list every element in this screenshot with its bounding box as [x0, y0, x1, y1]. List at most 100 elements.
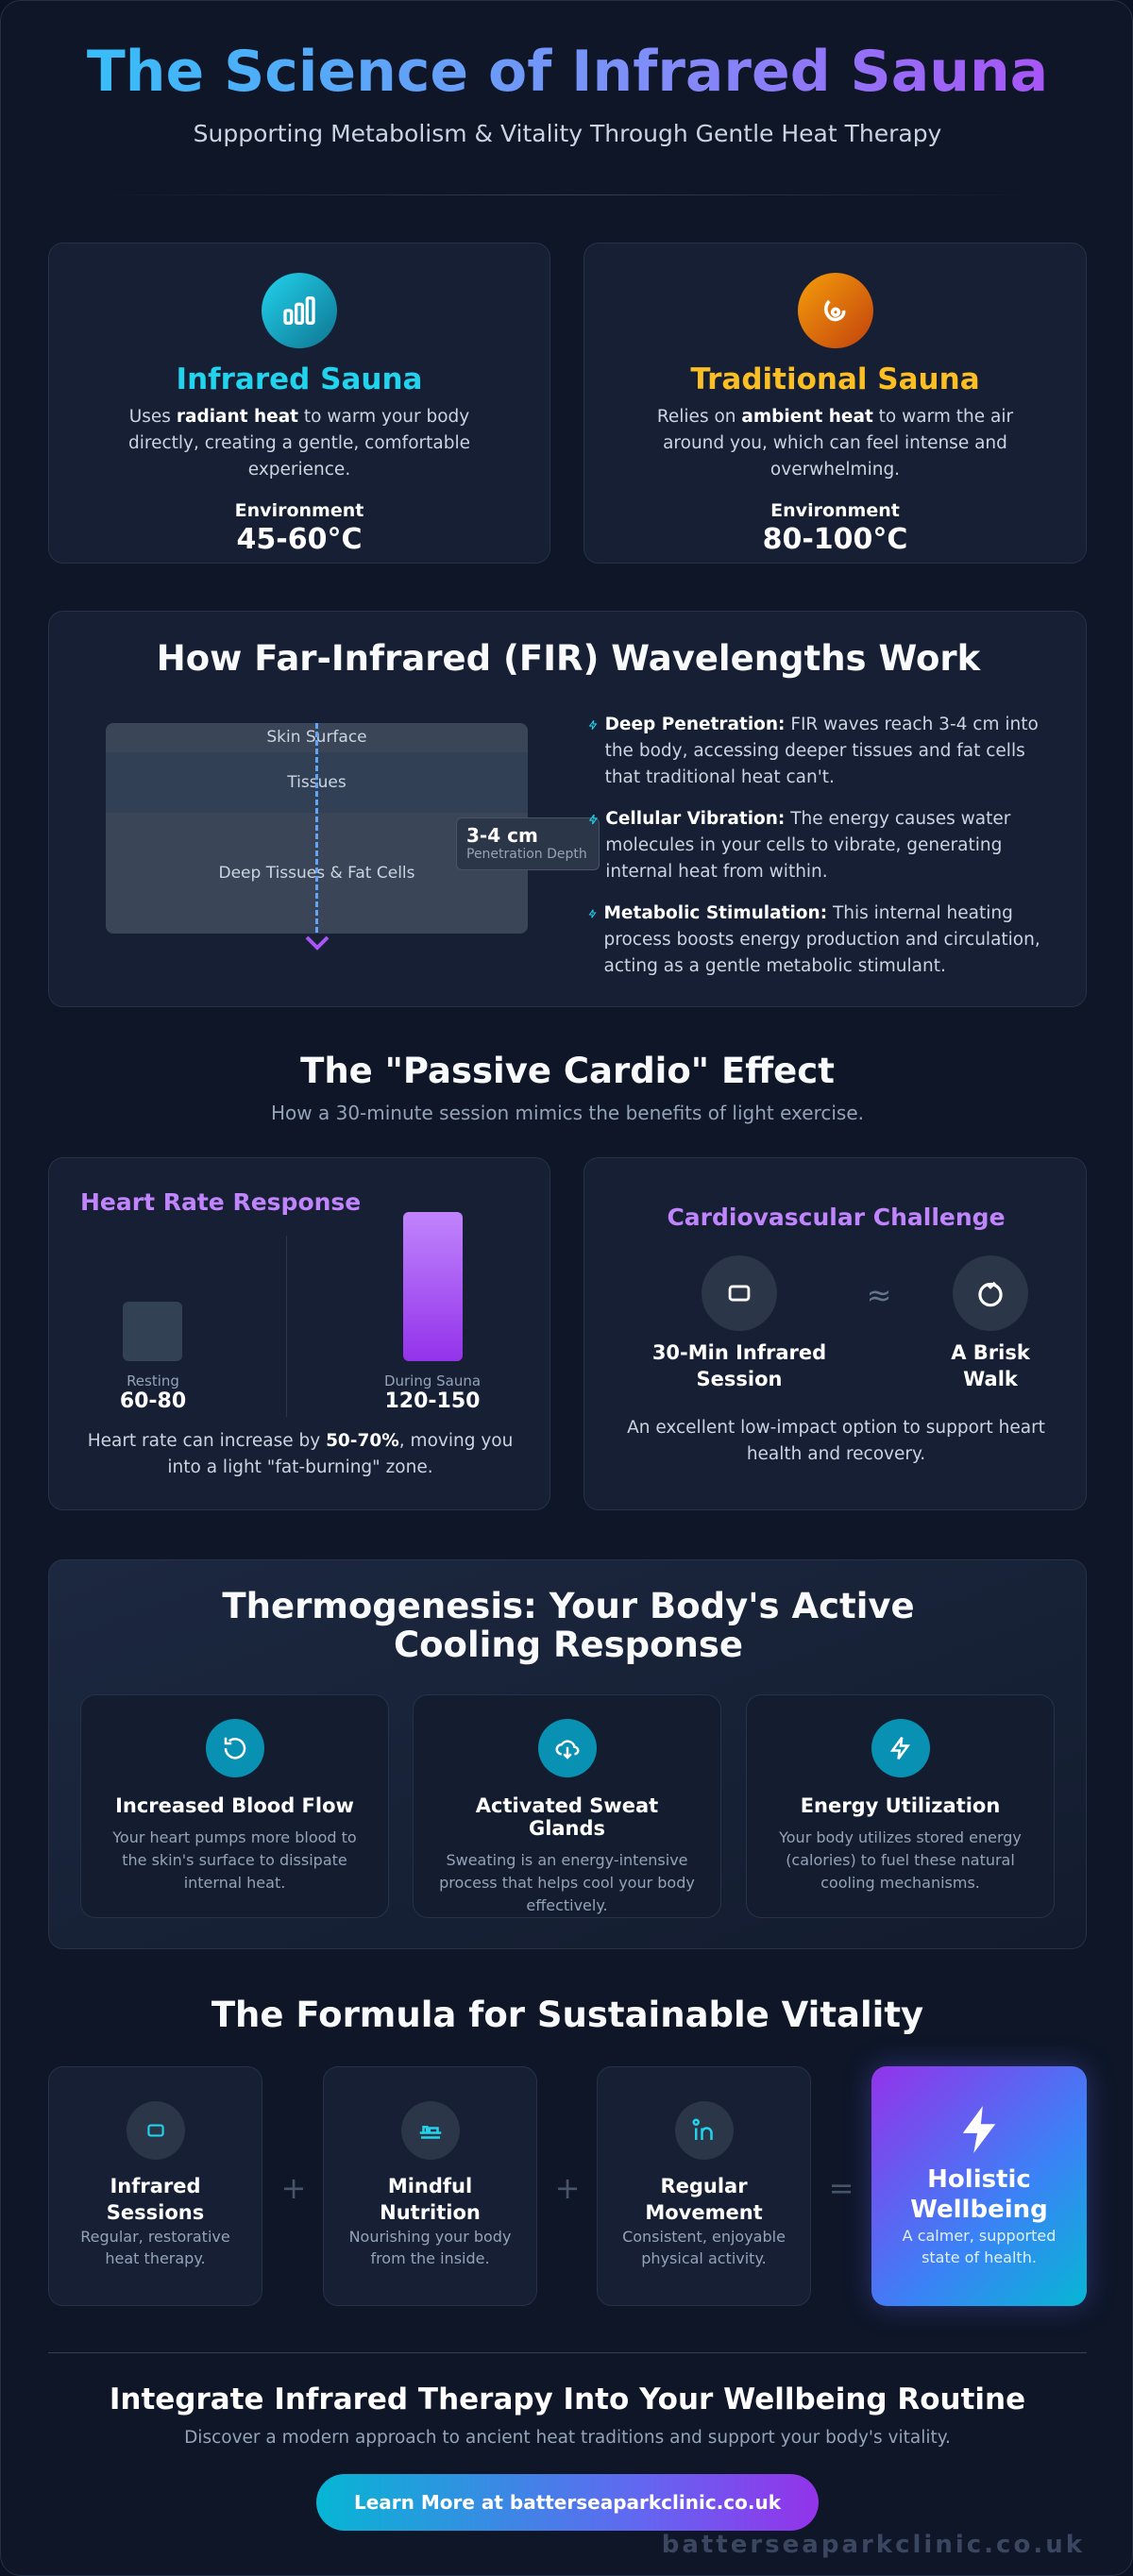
env-label: Environment: [234, 500, 364, 521]
cta-title: Integrate Infrared Therapy Into Your Wel…: [109, 2382, 1026, 2416]
note: An excellent low-impact option to suppor…: [627, 1418, 1045, 1464]
card-title: Mindful Nutrition: [380, 2175, 481, 2224]
env-value: 45-60°C: [236, 523, 363, 556]
bolt-icon: [588, 719, 598, 731]
card-title: Heart Rate Response: [80, 1188, 362, 1216]
page-subtitle: Supporting Metabolism & Vitality Through…: [193, 120, 942, 147]
bolt-icon: [962, 2106, 996, 2153]
card-title: Infrared Sessions: [106, 2175, 205, 2224]
divider: [95, 194, 1040, 195]
thermo-card: Increased Blood Flow Your heart pumps mo…: [80, 1694, 389, 1918]
sauna-icon: [146, 2124, 164, 2137]
thermo-card: Activated Sweat Glands Sweating is an en…: [413, 1694, 721, 1918]
text: , moving you into a light "fat-burning" …: [167, 1431, 514, 1477]
text: to warm your body directly, creating a g…: [128, 407, 470, 480]
text: Heart rate can increase by: [87, 1431, 327, 1451]
fir-section: How Far-Infrared (FIR) Wavelengths Work …: [48, 611, 1087, 1007]
text: to warm the air around you, which can fe…: [663, 407, 1014, 480]
card-text: Sweating is an energy-intensive process …: [439, 1851, 695, 1914]
section-subtitle: How a 30-minute session mimics the benef…: [271, 1102, 864, 1124]
section-title: Thermogenesis: Your Body's Active Coolin…: [222, 1586, 915, 1665]
divider: [286, 1236, 287, 1417]
icon: [797, 273, 873, 348]
point-text: Deep Penetration: FIR waves reach 3-4 cm…: [605, 712, 1064, 806]
resting-label: Resting: [127, 1372, 179, 1389]
header: The Science of Infrared Sauna: [1, 39, 1132, 105]
result-card: Holistic Wellbeing A calmer, supported s…: [871, 2066, 1087, 2306]
formula-card: Infrared Sessions Regular, restorative h…: [48, 2066, 262, 2306]
card-text: Your heart pumps more blood to the skin'…: [112, 1828, 357, 1892]
icon: [537, 1719, 597, 1777]
sauna-bar: [403, 1212, 463, 1361]
point: Deep Penetration: FIR waves reach 3-4 cm…: [587, 712, 1064, 806]
card-title: Traditional Sauna: [690, 362, 980, 396]
env-label: Environment: [770, 500, 900, 521]
section-title: The Formula for Sustainable Vitality: [211, 1995, 924, 2035]
flame-icon: [823, 299, 845, 322]
bowl-icon: [419, 2126, 441, 2139]
env-value: 80-100°C: [762, 523, 908, 556]
cta-subtitle: Discover a modern approach to ancient he…: [184, 2428, 951, 2448]
card-title: Activated Sweat Glands: [475, 1794, 659, 1840]
point-text: Metabolic Stimulation: This internal hea…: [604, 901, 1064, 995]
points: Deep Penetration: FIR waves reach 3-4 cm…: [587, 712, 1064, 995]
card-text: A calmer, supported state of health.: [902, 2227, 1057, 2266]
thermo-card: Energy Utilization Your body utilizes st…: [746, 1694, 1055, 1918]
card-text: Regular, restorative heat therapy.: [80, 2228, 230, 2267]
point-bold: Metabolic Stimulation:: [603, 903, 828, 923]
plus-sign: +: [280, 2170, 307, 2206]
sauna-value: 120-150: [384, 1389, 481, 1413]
icon: [674, 2101, 734, 2160]
walk-icon: [978, 1281, 1003, 1307]
card-title: Cardiovascular Challenge: [667, 1204, 1006, 1231]
point: Metabolic Stimulation: This internal hea…: [587, 901, 1064, 995]
resting-value: 60-80: [119, 1389, 187, 1413]
card-title: Holistic Wellbeing: [910, 2165, 1048, 2224]
point-text: Cellular Vibration: The energy causes wa…: [605, 806, 1064, 901]
section-title: The "Passive Cardio" Effect: [300, 1051, 835, 1091]
icon: [702, 1255, 777, 1331]
resting-bar: [123, 1302, 182, 1361]
card-title: Infrared Sauna: [176, 362, 423, 396]
cloud-icon: [555, 1740, 579, 1759]
thermo-section: Thermogenesis: Your Body's Active Coolin…: [48, 1559, 1087, 1949]
sauna-label: During Sauna: [383, 1372, 482, 1389]
infrared-card: Infrared Sauna Uses radiant heat to warm…: [48, 243, 550, 564]
heart-card: Heart Rate Response Resting 60-80 During…: [48, 1157, 550, 1510]
page-title: The Science of Infrared Sauna: [86, 39, 1049, 105]
depth-value: 3-4 cm: [466, 824, 538, 847]
text: Relies on: [656, 407, 742, 427]
sauna-icon: [728, 1285, 751, 1302]
bolt-icon: [889, 1737, 910, 1759]
text-bold: radiant heat: [176, 407, 299, 427]
text: Uses: [128, 407, 177, 427]
cta-button[interactable]: Learn More at batterseaparkclinic.co.uk: [316, 2474, 819, 2531]
icon: [953, 1255, 1028, 1331]
icon: [871, 1719, 930, 1777]
text: This internal heating process boosts ene…: [603, 903, 1040, 976]
depth-box: 3-4 cm Penetration Depth: [456, 817, 600, 870]
icon: [262, 273, 337, 348]
arrow: [305, 935, 330, 951]
card-text: Consistent, enjoyable physical activity.: [622, 2228, 786, 2267]
card-text: Your body utilizes stored energy (calori…: [779, 1828, 1022, 1892]
card-title: Regular Movement: [645, 2175, 763, 2224]
compare-left: 30-Min Infrared Session: [651, 1341, 827, 1390]
card-title: Increased Blood Flow: [115, 1794, 354, 1817]
card-desc: Uses radiant heat to warm your body dire…: [96, 404, 502, 483]
approx-sign: ≈: [866, 1277, 892, 1313]
point-bold: Deep Penetration:: [604, 715, 786, 734]
point: Cellular Vibration: The energy causes wa…: [587, 806, 1064, 901]
text: The energy causes water molecules in you…: [605, 809, 1011, 882]
card-text: Nourishing your body from the inside.: [348, 2228, 512, 2267]
icon: [205, 1719, 264, 1777]
depth-label: Penetration Depth: [466, 847, 587, 862]
bolt-icon: [588, 909, 597, 918]
icon: [126, 2101, 185, 2160]
note: Heart rate can increase by 50-70%, movin…: [87, 1428, 514, 1481]
plus-sign: +: [554, 2170, 581, 2206]
section-title: How Far-Infrared (FIR) Wavelengths Work: [156, 638, 981, 679]
text-bold: 50-70%: [326, 1431, 399, 1451]
watermark: batterseaparkclinic.co.uk: [661, 2531, 1085, 2559]
